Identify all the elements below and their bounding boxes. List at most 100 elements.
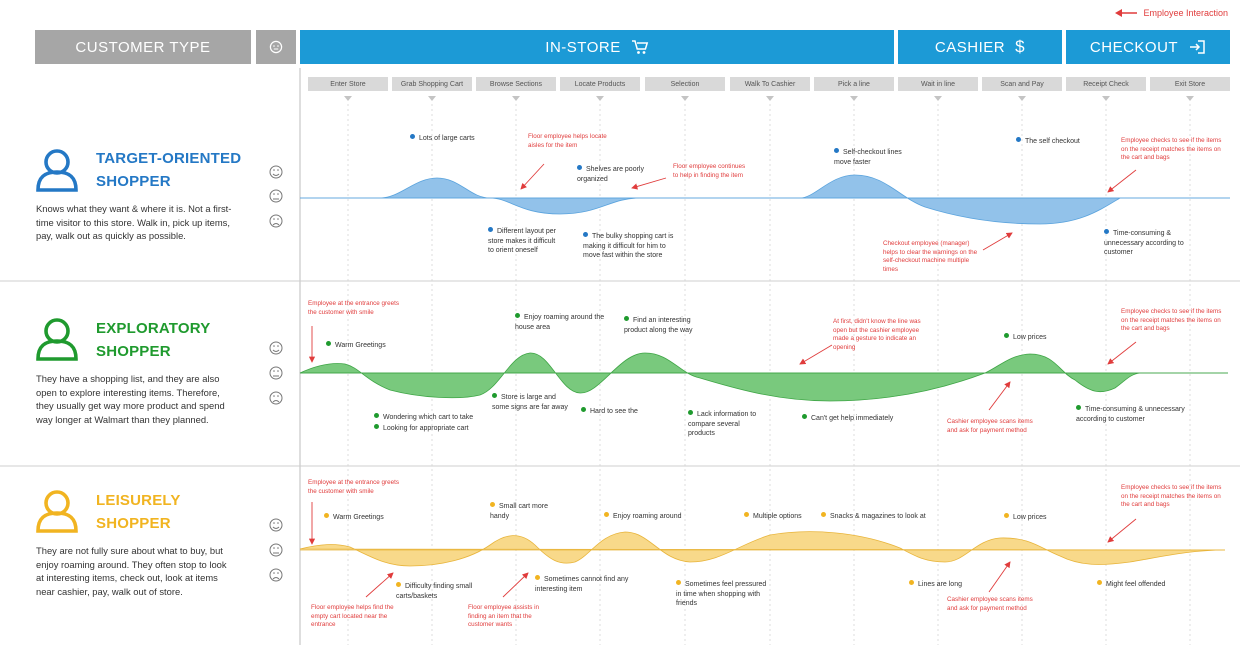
employee-note: Checkout employee (manager) helps to cle… xyxy=(883,240,978,273)
employee-note: Cashier employee scans items and ask for… xyxy=(947,418,1033,434)
persona-icon-target xyxy=(36,149,78,192)
journey-note: Lack information to compare several prod… xyxy=(688,410,757,437)
stage-marker xyxy=(681,96,689,101)
employee-note: Floor employee assists in finding an ite… xyxy=(468,604,540,629)
customer-type-label: CUSTOMER TYPE xyxy=(75,38,211,56)
employee-note: Employee checks to see if the items on t… xyxy=(1121,137,1222,162)
journey-note: Difficulty finding small carts/baskets xyxy=(396,582,473,600)
journey-note: Low prices xyxy=(1004,513,1074,523)
neutral-face-icon xyxy=(269,40,283,54)
journey-note: The bulky shopping cart is making it dif… xyxy=(583,232,674,259)
journey-note: Store is large and some signs are far aw… xyxy=(492,393,568,411)
employee-note: Employee checks to see if the items on t… xyxy=(1121,308,1222,333)
persona-name-target: TARGET-ORIENTED SHOPPER xyxy=(96,147,241,193)
stage-exit-store: Exit Store xyxy=(1150,77,1230,91)
stage-marker xyxy=(1018,96,1026,101)
checkout-label: CHECKOUT xyxy=(1089,38,1179,56)
persona-description: They have a shopping list, and they are … xyxy=(36,373,225,425)
employee-note: At first, didn't know the line was open … xyxy=(833,318,921,351)
journey-note: Different layout per store makes it diff… xyxy=(488,227,557,254)
happy-face-icon xyxy=(269,165,283,179)
employee-note: Cashier employee scans items and ask for… xyxy=(947,596,1033,612)
journey-note: Time-consuming & unnecessary according t… xyxy=(1104,229,1184,256)
journey-note: Time-consuming & unnecessary according t… xyxy=(1076,405,1185,423)
employee-note: Employee at the entrance greets the cust… xyxy=(308,300,400,316)
persona-name-line: LEISURELY xyxy=(96,492,181,509)
employee-note: Employee at the entrance greets the cust… xyxy=(308,479,400,495)
in-store-label: IN-STORE xyxy=(545,38,621,56)
legend-label: Employee Interaction xyxy=(1143,8,1228,18)
stage-marker xyxy=(344,96,352,101)
employee-note: Floor employee helps locate aisles for t… xyxy=(528,133,607,149)
target-emotion-curve xyxy=(300,174,1230,225)
cashier-header: CASHIER $ xyxy=(898,30,1062,64)
leisurely-emotion-curve xyxy=(299,531,1226,567)
emotion-header xyxy=(256,30,296,64)
persona-name-line: TARGET-ORIENTED xyxy=(96,150,242,167)
journey-note: Self-checkout lines move faster xyxy=(834,148,902,166)
neutral-face-icon xyxy=(269,189,283,203)
journey-note: Low prices xyxy=(1004,333,1074,343)
employee-note: Floor employee helps find the empty cart… xyxy=(311,604,394,629)
persona-name-line: SHOPPER xyxy=(96,515,171,532)
dollar-icon: $ xyxy=(1015,37,1026,56)
sad-face-icon xyxy=(269,391,283,405)
journey-note: Small cart more handy xyxy=(490,502,549,520)
sad-face-icon xyxy=(269,214,283,228)
stage-grab-cart: Grab Shopping Cart xyxy=(392,77,472,91)
employee-interaction-arrows xyxy=(308,163,1137,598)
stage-marker xyxy=(512,96,520,101)
stage-scan-and-pay: Scan and Pay xyxy=(982,77,1062,91)
journey-note: Warm Greetings xyxy=(324,513,404,523)
checkout-header: CHECKOUT xyxy=(1066,30,1230,64)
journey-note: Snacks & magazines to look at xyxy=(821,512,941,522)
journey-note: Can't get help immediately xyxy=(802,414,922,424)
stage-marker xyxy=(934,96,942,101)
persona-name-line: SHOPPER xyxy=(96,343,171,360)
stage-walk-to-cashier: Walk To Cashier xyxy=(730,77,810,91)
journey-note: Shelves are poorly organized xyxy=(577,165,644,183)
journey-note: Warm Greetings xyxy=(326,341,406,351)
sad-face-icon xyxy=(269,568,283,582)
journey-note: Enjoy roaming around xyxy=(604,512,704,522)
stage-marker xyxy=(766,96,774,101)
journey-note: Hard to see the xyxy=(581,407,661,417)
shopping-cart-icon xyxy=(631,40,648,54)
persona-name-leisurely: LEISURELY SHOPPER xyxy=(96,489,181,535)
stage-marker xyxy=(1102,96,1110,101)
exploratory-emotion-curve xyxy=(299,352,1228,402)
journey-note: Looking for appropriate cart xyxy=(374,424,494,434)
journey-note: Lines are long xyxy=(909,580,989,590)
stage-browse-sections: Browse Sections xyxy=(476,77,556,91)
exit-door-icon xyxy=(1190,40,1205,54)
persona-icon-leisurely xyxy=(36,490,78,533)
journey-note: Wondering which cart to take xyxy=(374,413,494,423)
stage-pick-a-line: Pick a line xyxy=(814,77,894,91)
persona-name-exploratory: EXPLORATORY SHOPPER xyxy=(96,317,210,363)
neutral-face-icon xyxy=(269,543,283,557)
happy-face-icon xyxy=(269,518,283,532)
persona-name-line: EXPLORATORY xyxy=(96,320,211,337)
journey-note: Sometimes feel pressured in time when sh… xyxy=(676,580,767,607)
stage-marker xyxy=(1186,96,1194,101)
journey-note: The self checkout xyxy=(1016,137,1116,147)
neutral-face-icon xyxy=(269,366,283,380)
cashier-label: CASHIER xyxy=(934,38,1006,56)
journey-note: Enjoy roaming around the house area xyxy=(515,313,605,331)
journey-note: Might feel offended xyxy=(1097,580,1187,590)
stage-marker xyxy=(428,96,436,101)
persona-description: They are not fully sure about what to bu… xyxy=(36,545,227,597)
stage-marker xyxy=(850,96,858,101)
stage-selection: Selection xyxy=(645,77,725,91)
employee-note: Floor employee continues to help in find… xyxy=(673,163,746,179)
journey-note: Sometimes cannot find any interesting it… xyxy=(535,575,629,593)
employee-note: Employee checks to see if the items on t… xyxy=(1121,484,1222,509)
stage-wait-in-line: Wait in line xyxy=(898,77,978,91)
stage-locate-products: Locate Products xyxy=(560,77,640,91)
stage-enter-store: Enter Store xyxy=(308,77,388,91)
persona-name-line: SHOPPER xyxy=(96,173,171,190)
journey-note: Find an interesting product along the wa… xyxy=(624,316,693,334)
journey-note: Lots of large carts xyxy=(410,134,480,144)
stage-marker xyxy=(596,96,604,101)
